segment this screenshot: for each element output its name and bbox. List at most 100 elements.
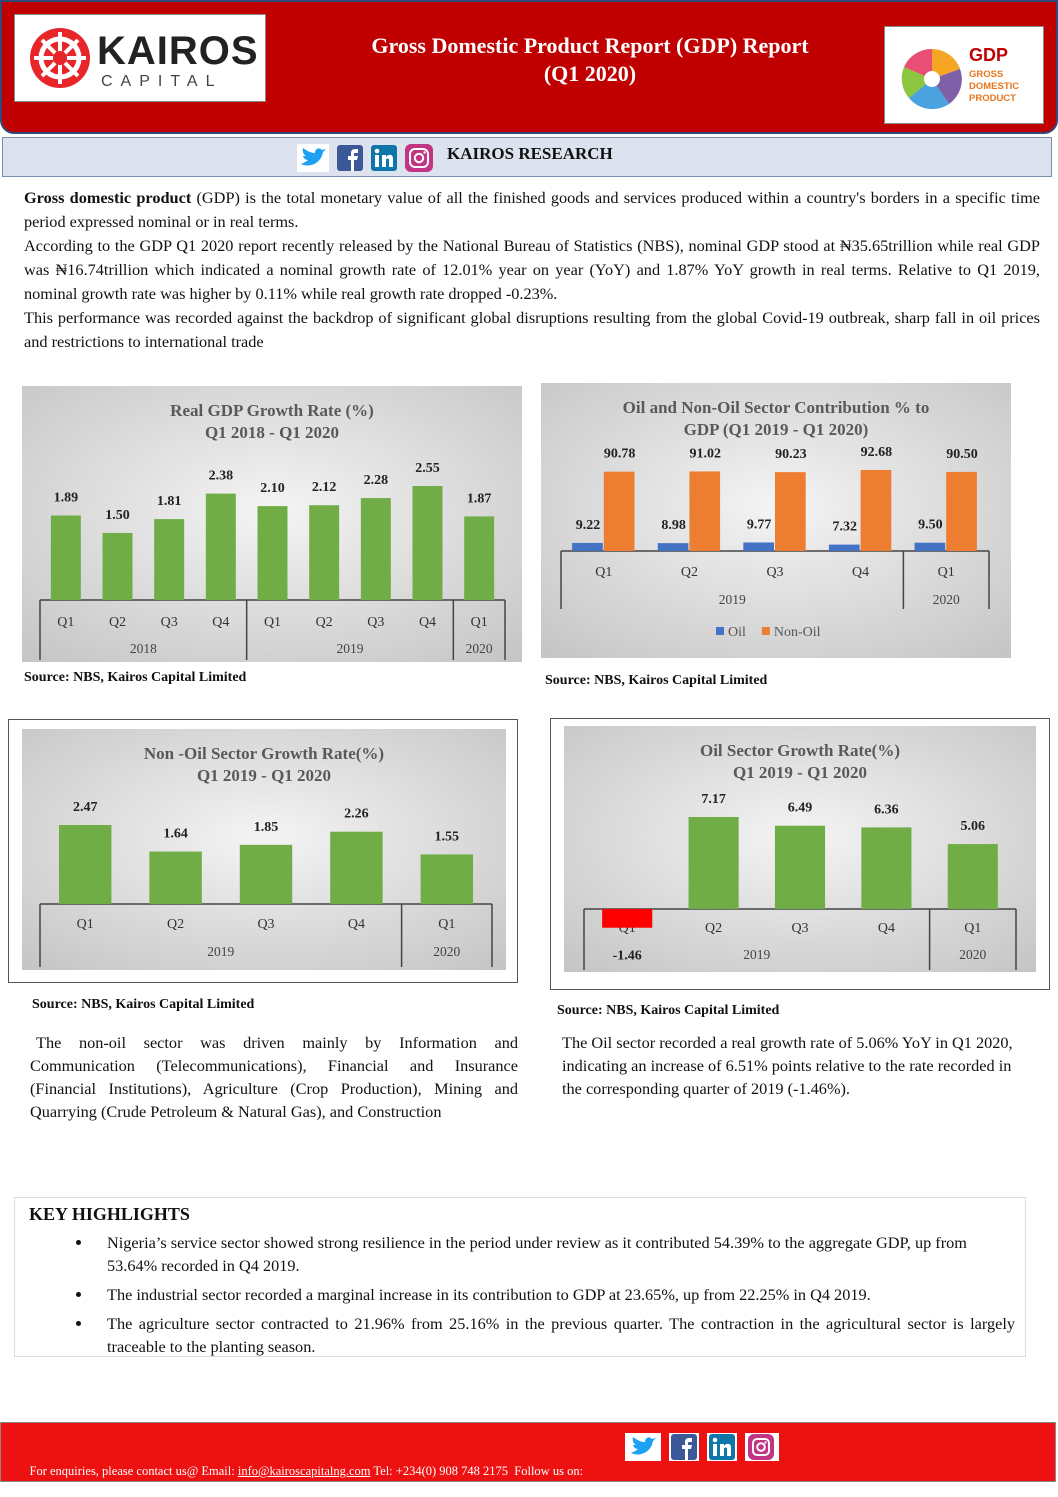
group-label: 2019	[719, 592, 746, 607]
header-title: Gross Domestic Product Report (GDP) Repo…	[290, 32, 890, 88]
linkedin-icon[interactable]	[371, 145, 397, 171]
bar	[947, 844, 998, 909]
category-label: Q4	[419, 615, 436, 630]
value-label: 2.10	[260, 481, 285, 496]
badge-lines: GROSS DOMESTIC PRODUCT	[969, 69, 1019, 105]
highlights-box: KEY HIGHLIGHTS Nigeria’s service sector …	[14, 1197, 1026, 1357]
legend-swatch	[716, 627, 724, 635]
twitter-icon[interactable]	[625, 1433, 661, 1461]
bar	[205, 493, 236, 600]
value-label: 90.50	[946, 447, 978, 462]
instagram-icon[interactable]	[745, 1433, 779, 1461]
bar	[688, 817, 739, 909]
value-label: 90.23	[775, 447, 807, 462]
gdp-badge: GDP GROSS DOMESTIC PRODUCT	[884, 26, 1044, 124]
bar	[149, 851, 202, 904]
category-label: Q2	[705, 921, 722, 936]
bar	[464, 516, 495, 600]
note: The Oil sector recorded a real growth ra…	[562, 1033, 1013, 1098]
category-label: Q1	[264, 615, 281, 630]
social-icons	[297, 144, 437, 172]
footer: For enquiries, please contact us@ Email:…	[0, 1422, 1056, 1482]
value-label: 1.89	[54, 491, 79, 506]
bar	[360, 498, 391, 600]
value-label: 91.02	[689, 446, 721, 461]
bar	[420, 854, 474, 904]
bar	[657, 543, 689, 551]
facebook-icon[interactable]	[669, 1433, 699, 1461]
bar	[58, 825, 112, 904]
highlight-item: The industrial sector recorded a margina…	[93, 1283, 1015, 1306]
category-label: Q4	[852, 565, 869, 580]
value-label: 9.50	[918, 518, 943, 533]
chart-subtitle: Q1 2019 - Q1 2020	[733, 763, 867, 782]
category-label: Q1	[964, 921, 981, 936]
social-label: KAIROS RESEARCH	[447, 144, 613, 163]
bar	[743, 542, 774, 551]
category-label: Q4	[348, 917, 365, 932]
category-label: Q1	[938, 565, 955, 580]
chart: Oil and Non-Oil Sector Contribution % to…	[541, 383, 1011, 663]
category-label: Q4	[212, 615, 229, 630]
group-label: 2020	[959, 947, 986, 962]
group-label: 2018	[130, 641, 157, 656]
facebook-icon[interactable]	[337, 145, 363, 171]
value-label: 90.78	[604, 447, 636, 462]
category-label: Q3	[766, 565, 783, 580]
chart: Oil Sector Growth Rate(%) Q1 2019 - Q1 20…	[564, 726, 1036, 977]
linkedin-icon[interactable]	[707, 1433, 737, 1461]
group-label: 2020	[933, 592, 960, 607]
category-label: Q1	[77, 917, 94, 932]
bar	[603, 471, 635, 551]
bar	[239, 844, 293, 904]
chart-source: Source: NBS, Kairos Capital Limited	[545, 673, 768, 688]
bar	[861, 827, 912, 909]
category-label: Q3	[791, 921, 808, 936]
category-label: Q3	[257, 917, 274, 932]
chart: Non -Oil Sector Growth Rate(%) Q1 2019 - …	[22, 729, 506, 975]
legend-label: Oil	[728, 625, 746, 640]
category-label: Q2	[681, 565, 698, 580]
value-label: 1.55	[435, 829, 460, 844]
bar	[946, 471, 977, 551]
chart-svg: Real GDP Growth Rate (%) Q1 2018 - Q1 202…	[22, 386, 522, 662]
value-label: 2.26	[344, 807, 369, 822]
note: The non-oil sector was driven mainly by …	[30, 1033, 518, 1121]
value-label: 7.17	[701, 792, 726, 807]
value-label: 8.98	[661, 518, 686, 533]
chart-frame	[550, 718, 1050, 990]
social-bar: KAIROS RESEARCH	[2, 137, 1052, 177]
highlight-item: The agriculture sector contracted to 21.…	[93, 1312, 1015, 1358]
chart-title: Non -Oil Sector Growth Rate(%)	[144, 744, 384, 763]
value-label: 6.49	[788, 801, 813, 816]
group-label: 2019	[337, 641, 364, 656]
category-label: Q3	[161, 615, 178, 630]
bar	[602, 909, 653, 928]
intro-paragraph: Gross domestic product (GDP) is the tota…	[24, 186, 1040, 234]
value-label: 9.77	[747, 517, 772, 532]
bar	[775, 472, 806, 551]
bar	[572, 542, 603, 551]
value-label: 2.38	[209, 469, 234, 484]
category-label: Q2	[316, 615, 333, 630]
value-label: 1.64	[163, 827, 188, 842]
bar	[860, 470, 892, 551]
chart-title: Real GDP Growth Rate (%)	[170, 401, 374, 420]
badge-line: DOMESTIC	[969, 81, 1020, 92]
bar	[689, 471, 721, 551]
group-label: 2019	[743, 947, 770, 962]
category-label: Q2	[109, 615, 126, 630]
instagram-icon[interactable]	[405, 144, 433, 172]
intro-text: (GDP) is the total monetary value of all…	[24, 188, 1040, 231]
chart-frame	[8, 719, 518, 983]
legend-label: Non-Oil	[774, 625, 821, 640]
value-label: 1.81	[157, 494, 182, 509]
twitter-icon[interactable]	[297, 144, 329, 172]
title-line: (Q1 2020)	[543, 61, 637, 86]
bar	[914, 542, 946, 551]
chart-svg: Non -Oil Sector Growth Rate(%) Q1 2019 - …	[22, 729, 506, 970]
footer-email[interactable]: info@kairoscapitalng.com	[237, 1464, 371, 1478]
chart-source: Source: NBS, Kairos Capital Limited	[24, 670, 247, 685]
badge-title: GDP	[969, 45, 1009, 65]
bar	[309, 505, 340, 600]
